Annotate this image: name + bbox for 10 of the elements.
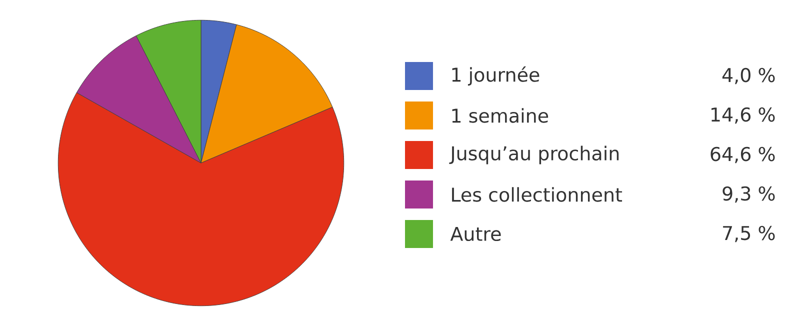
legend-label: Jusqu’au prochain	[449, 146, 619, 164]
legend-label: Les collectionnent	[452, 187, 622, 202]
data-label: 7,5 %	[723, 226, 775, 242]
data-label: 4,0 %	[722, 68, 775, 84]
legend-label: 1 semaine	[452, 108, 548, 123]
data-label: 64,6 %	[710, 146, 775, 164]
data-label: 14,6 %	[712, 107, 775, 124]
legend-label: Autre	[450, 226, 501, 242]
legend-label: 1 journée	[452, 66, 540, 86]
data-label: 9,3 %	[722, 186, 775, 203]
